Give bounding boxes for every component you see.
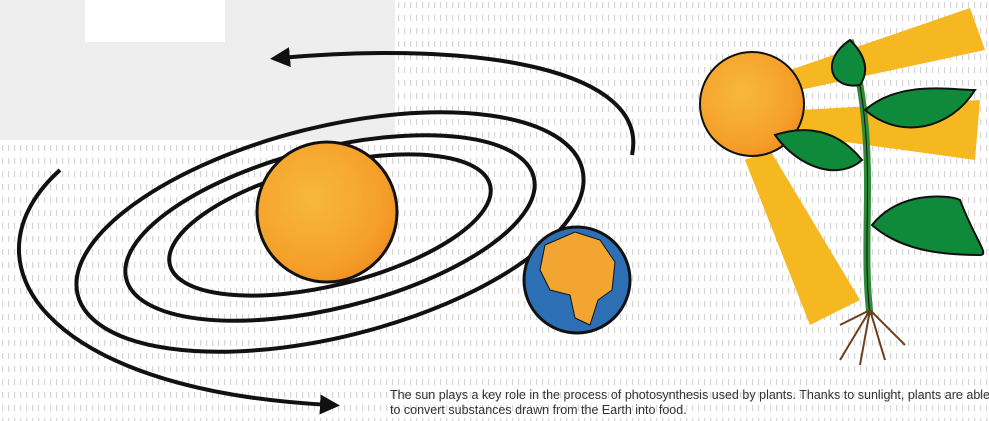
orbits xyxy=(16,47,636,415)
white-panel xyxy=(85,0,225,42)
plant xyxy=(773,38,985,366)
small-sun xyxy=(699,51,805,157)
caption: The sun plays a key role in the process … xyxy=(390,388,989,417)
sun xyxy=(255,140,399,284)
earth xyxy=(522,225,632,335)
